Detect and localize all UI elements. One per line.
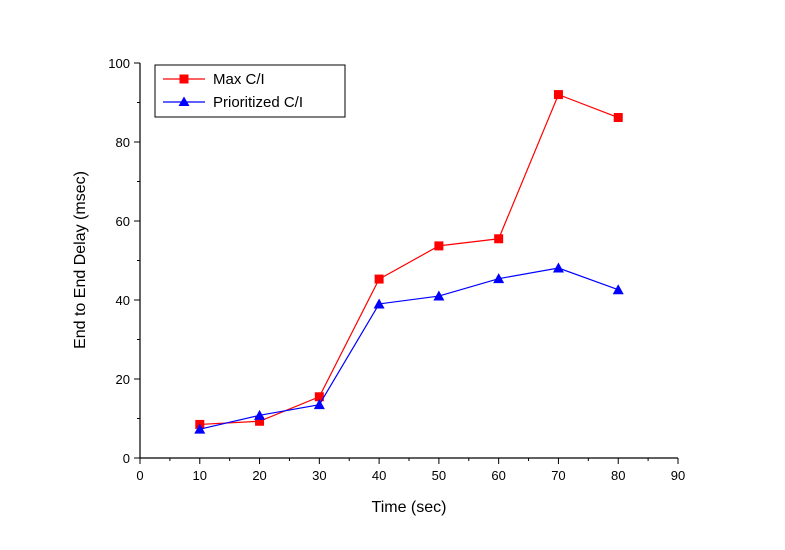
y-axis-title: End to End Delay (msec) — [72, 171, 89, 349]
legend-box — [154, 64, 346, 118]
series-max-c-i — [195, 90, 623, 429]
y-tick-label: 0 — [123, 451, 130, 466]
data-point-prioritized-c-i — [373, 298, 385, 309]
series-layer — [194, 90, 624, 434]
y-tick-label: 60 — [116, 214, 130, 229]
legend: Max C/I Prioritized C/I — [154, 64, 346, 118]
y-tick-label: 20 — [116, 372, 130, 387]
x-tick-label: 50 — [432, 468, 446, 483]
data-point-max-c-i — [434, 241, 444, 251]
series-line-max-c-i — [199, 93, 619, 426]
x-tick-label: 20 — [252, 468, 266, 483]
x-tick-label: 60 — [491, 468, 505, 483]
data-point-max-c-i — [494, 234, 504, 244]
legend-label-prioritized-ci: Prioritized C/I — [213, 94, 303, 111]
data-point-prioritized-c-i — [313, 399, 325, 410]
x-axis-title: Time (sec) — [372, 499, 447, 516]
series-prioritized-c-i — [194, 262, 624, 434]
data-point-max-c-i — [314, 392, 324, 402]
legend-label-max-ci: Max C/I — [213, 71, 265, 88]
x-tick-label: 90 — [671, 468, 685, 483]
x-tick-label: 10 — [193, 468, 207, 483]
data-point-prioritized-c-i — [194, 423, 206, 434]
y-tick-label: 100 — [108, 56, 130, 71]
data-point-max-c-i — [553, 90, 563, 100]
data-point-max-c-i — [613, 113, 623, 123]
axes: 0 10 20 30 40 50 60 70 80 90 0 20 40 60 80 100 — [108, 56, 685, 483]
data-point-prioritized-c-i — [254, 409, 266, 420]
y-tick-label: 80 — [116, 135, 130, 150]
data-point-prioritized-c-i — [552, 262, 564, 273]
x-tick-label: 70 — [551, 468, 565, 483]
x-tick-label: 0 — [136, 468, 143, 483]
y-tick-label: 40 — [116, 293, 130, 308]
data-point-prioritized-c-i — [612, 284, 624, 295]
x-tick-label: 40 — [372, 468, 386, 483]
x-tick-label: 80 — [611, 468, 625, 483]
data-point-prioritized-c-i — [433, 290, 445, 301]
x-tick-label: 30 — [312, 468, 326, 483]
legend-marker-max-ci — [179, 74, 189, 84]
series-line-prioritized-c-i — [199, 267, 619, 430]
data-point-max-c-i — [374, 274, 384, 284]
data-point-max-c-i — [255, 416, 265, 426]
legend-marker-prioritized-ci — [178, 96, 190, 106]
data-point-prioritized-c-i — [493, 273, 505, 284]
